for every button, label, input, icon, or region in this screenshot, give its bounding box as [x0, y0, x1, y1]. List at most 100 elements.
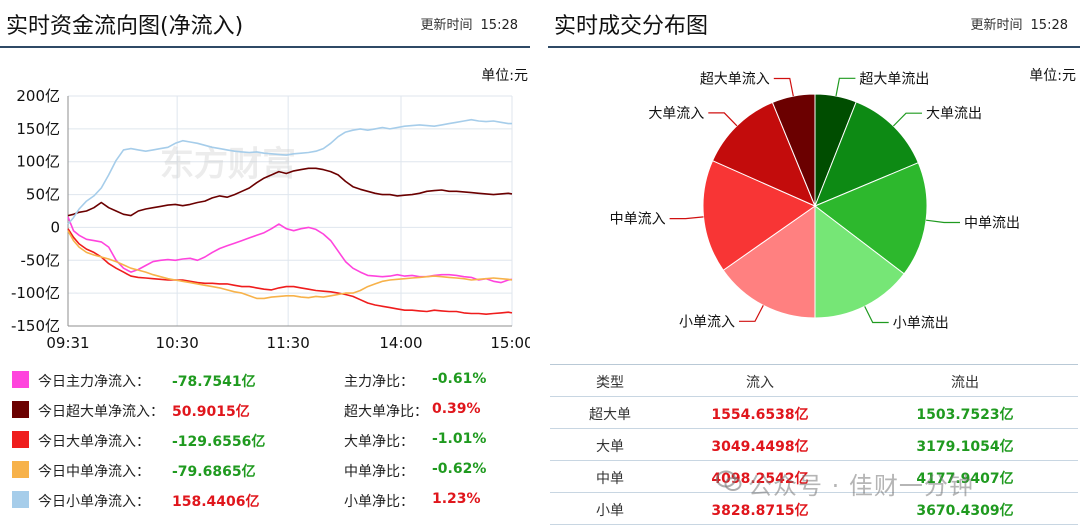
pie-leader-line	[773, 77, 794, 97]
line-chart-watermark: 东方财富	[160, 145, 296, 185]
legend-ratio-label: 中单净比：	[344, 464, 414, 480]
table-body: 超大单 1554.6538亿 1503.7523亿 大单 3049.4498亿 3179.…	[550, 397, 1078, 525]
y-tick-label: 0	[50, 218, 60, 236]
legend-label: 今日小单净流入：	[38, 494, 150, 510]
cell-type: 中单	[596, 471, 624, 487]
line-chart-series	[67, 118, 513, 315]
header-outflow: 流出	[951, 375, 979, 391]
legend-swatch	[12, 371, 29, 388]
wechat-icon	[716, 470, 742, 491]
x-tick-label: 14:00	[379, 334, 422, 352]
legend-swatch	[12, 461, 29, 478]
fund-flow-update-time: 更新时间 15:28	[421, 14, 518, 33]
series-line-小单	[67, 118, 512, 225]
wechat-watermark: 公众号 · 佳财一分钟	[748, 472, 974, 500]
y-tick-label: 200亿	[16, 87, 60, 105]
trade-distribution-title: 实时成交分布图	[554, 14, 709, 39]
pie-slices	[702, 93, 928, 319]
table-row: 大单 3049.4498亿 3179.1054亿	[550, 429, 1078, 461]
y-tick-label: 150亿	[16, 120, 60, 138]
fund-flow-header: 实时资金流向图(净流入) 更新时间 15:28	[0, 0, 530, 48]
x-tick-label: 11:30	[267, 334, 310, 352]
legend-value: -78.7541亿	[172, 374, 256, 390]
update-time-label: 更新时间	[420, 18, 473, 33]
pie-label: 大单流入	[648, 106, 704, 122]
pie-leader-line	[739, 305, 764, 322]
legend-value: -79.6865亿	[172, 464, 256, 480]
fund-flow-unit: 单位:元	[481, 68, 528, 84]
update-time-label: 更新时间	[970, 18, 1023, 33]
pie-label: 小单流入	[679, 314, 735, 330]
pie-leader-line	[864, 306, 889, 324]
y-tick-label: -100亿	[11, 284, 60, 302]
series-line-中单	[67, 230, 513, 300]
legend-row: 今日超大单净流入： 50.9015亿 超大单净比： 0.39%	[0, 394, 530, 424]
line-chart-x-ticks: 09:31 10:30 11:30 14:00 15:00	[46, 334, 530, 352]
y-tick-label: 100亿	[16, 153, 60, 171]
x-tick-label: 09:31	[46, 334, 89, 352]
pie-leader-line	[708, 112, 738, 127]
pie-slice-小单流入	[722, 205, 816, 319]
y-tick-label: -50亿	[21, 251, 61, 269]
y-tick-label: -150亿	[11, 317, 60, 335]
table-row: 小单 3828.8715亿 3670.4309亿	[550, 493, 1078, 525]
legend-swatch	[12, 431, 29, 448]
chart-watermark-text: 东方财富	[160, 145, 296, 185]
legend-row: 今日小单净流入： 158.4406亿 小单净比： 1.23%	[0, 484, 530, 514]
pie-label: 中单流入	[610, 212, 666, 228]
pie-leader-line	[835, 77, 856, 97]
series-line-主力	[67, 216, 513, 284]
pie-leader-line	[926, 219, 960, 224]
pie-label: 大单流出	[926, 106, 982, 122]
legend-value: 50.9015亿	[172, 404, 250, 420]
trade-distribution-header: 实时成交分布图 更新时间 15:28	[548, 0, 1080, 48]
legend-ratio-label: 大单净比：	[344, 434, 414, 450]
legend-label: 今日中单净流入：	[38, 464, 150, 480]
legend-ratio-label: 小单净比：	[344, 494, 414, 510]
cell-outflow: 3179.1054亿	[916, 439, 1014, 455]
header-inflow: 流入	[746, 375, 774, 391]
cell-type: 超大单	[589, 407, 631, 423]
pie-slice-中单流入	[702, 160, 817, 271]
cell-outflow: 1503.7523亿	[916, 407, 1014, 423]
line-chart-grid	[67, 95, 513, 327]
cell-inflow: 3828.8715亿	[711, 503, 809, 519]
cell-outflow: 3670.4309亿	[916, 503, 1014, 519]
line-chart-y-ticks: 200亿 150亿 100亿 50亿 0 -50亿 -100亿 -150亿	[11, 87, 60, 335]
legend-ratio-label: 主力净比：	[344, 374, 414, 390]
legend-swatch	[12, 491, 29, 508]
pie-label: 超大单流出	[859, 71, 929, 87]
pie-slice-超大单流入	[771, 93, 816, 207]
legend-value: 158.4406亿	[172, 494, 260, 510]
legend-ratio-value: -1.01%	[432, 431, 487, 447]
x-tick-label: 15:00	[490, 334, 530, 352]
update-time-value: 15:28	[1030, 18, 1068, 33]
legend-row: 今日中单净流入： -79.6865亿 中单净比： -0.62%	[0, 454, 530, 484]
trade-distribution-update-time: 更新时间 15:28	[971, 14, 1068, 33]
trade-distribution-panel: 实时成交分布图 更新时间 15:28 单位:元 超大单流出 大单流出 中单流出 小单流出…	[548, 0, 1080, 527]
legend-ratio-label: 超大单净比：	[344, 404, 428, 420]
legend-row: 今日大单净流入： -129.6556亿 大单净比： -1.01%	[0, 424, 530, 454]
pie-slice-小单流出	[814, 204, 905, 319]
fund-flow-line-chart: 东方财富 200亿 150亿 100亿 50亿 0 -50亿 -100亿 -150亿 09:3…	[11, 87, 530, 352]
legend-ratio-value: 1.23%	[432, 491, 481, 507]
legend-swatch	[12, 401, 29, 418]
series-line-大单	[67, 228, 513, 315]
pie-label: 小单流出	[893, 315, 949, 331]
trade-distribution-table: 类型 流入 流出 超大单 1554.6538亿 1503.7523亿 大单 3049.4…	[550, 364, 1078, 525]
legend-label: 今日大单净流入：	[38, 434, 150, 450]
cell-outflow: 4177.9407亿	[916, 471, 1014, 487]
legend-ratio-value: -0.62%	[432, 461, 487, 477]
x-tick-label: 10:30	[156, 334, 199, 352]
table-header-row: 类型 流入 流出	[550, 365, 1078, 397]
legend-ratio-value: 0.39%	[432, 401, 481, 417]
cell-type: 大单	[596, 439, 624, 455]
cell-inflow: 3049.4498亿	[711, 439, 809, 455]
legend-label: 今日超大单净流入：	[38, 404, 164, 420]
pie-slice-中单流出	[814, 162, 928, 275]
y-tick-label: 50亿	[26, 186, 60, 204]
pie-slice-大单流出	[814, 101, 919, 207]
update-time-value: 15:28	[480, 18, 518, 33]
